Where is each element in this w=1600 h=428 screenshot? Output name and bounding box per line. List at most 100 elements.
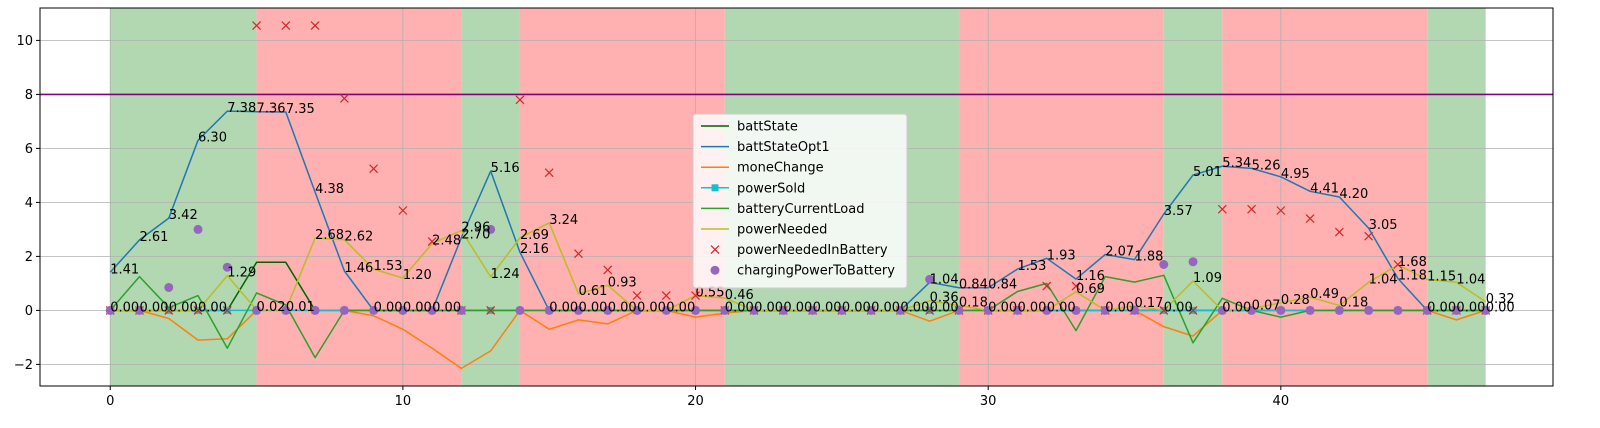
point-powerneededinbattery-8 [339,94,349,103]
region-7 [1222,8,1428,386]
y-tick-label-10: 10 [16,34,33,49]
point-chargingpowertobattery-13 [486,224,496,234]
legend-item-battstateopt1: battStateOpt1 [701,140,830,155]
data-label-80: 0.00 [1017,300,1046,315]
data-label-13: 0.84 [959,278,988,293]
y-tick-label--2: −2 [14,358,33,373]
point-chargingpowertobattery-29 [954,305,964,315]
point-chargingpowertobattery-5 [252,305,262,315]
data-label-14: 0.84 [988,278,1017,293]
point-powerneededinbattery-33 [1071,281,1081,291]
data-label-19: 1.88 [1135,250,1164,265]
data-label-34: 0.02 [257,300,286,315]
data-label-58: 1.04 [1369,272,1398,287]
point-chargingpowertobattery-42 [1334,305,1344,315]
data-label-65: 0.00 [432,300,461,315]
point-chargingpowertobattery-20 [691,305,701,315]
legend-label-batterycurrentload: batteryCurrentLoad [737,202,864,217]
data-label-37: 2.62 [344,230,373,245]
point-powerneededinbattery-6 [281,21,291,30]
point-chargingpowertobattery-39 [1247,305,1257,315]
region-layer [110,8,1486,386]
x-tick-label-40: 40 [1273,394,1290,409]
point-chargingpowertobattery-33 [1071,305,1081,315]
data-label-44: 3.24 [549,213,578,228]
data-label-43: 2.69 [520,228,549,243]
point-chargingpowertobattery-21 [720,305,730,315]
point-powerneededinbattery-18 [632,291,642,300]
point-chargingpowertobattery-10 [398,305,408,315]
point-powerneededinbattery-43 [1364,231,1374,241]
point-chargingpowertobattery-3 [193,224,203,234]
data-label-72: 0.00 [754,300,783,315]
point-chargingpowertobattery-12 [456,305,466,315]
y-tick-label-2: 2 [25,250,33,265]
data-label-35: 0.01 [286,300,315,315]
region-8 [1427,8,1486,386]
data-label-76: 0.00 [871,300,900,315]
legend: battState battStateOpt1 moneChange powerSol… [692,113,908,289]
y-tick-label-6: 6 [25,142,33,157]
x-tick-label-30: 30 [980,394,997,409]
legend-label-chargingpowertobattery: chargingPowerToBattery [737,264,895,279]
point-powerneededinbattery-16 [574,249,583,259]
region-2 [461,8,520,386]
data-label-42: 1.24 [491,267,520,282]
point-powerneededinbattery-7 [310,21,320,30]
data-label-25: 4.41 [1310,181,1339,196]
point-chargingpowertobattery-14 [515,305,525,315]
point-powerneededinbattery-28 [925,305,935,315]
data-label-10: 5.16 [491,161,520,176]
data-label-83: 0.00 [1164,300,1193,315]
series-chargingpowertobattery [105,224,1491,315]
data-label-5: 7.36 [257,102,286,117]
data-label-81: 0.00 [1047,300,1076,315]
data-label-74: 0.00 [813,300,842,315]
data-label-1: 2.61 [140,230,169,245]
data-label-84: 0.00 [1222,300,1251,315]
point-chargingpowertobattery-24 [808,305,818,315]
data-label-53: 1.09 [1193,271,1222,286]
point-chargingpowertobattery-6 [281,305,291,315]
legend-item-powerneeded: powerNeeded [701,223,827,238]
point-powerneededinbattery-4 [222,305,232,315]
data-label-71: 0.00 [725,300,754,315]
legend-item-monechange: moneChange [701,161,824,176]
x-tick-label-20: 20 [687,394,704,409]
data-label-32: 0.00 [198,300,227,315]
data-label-68: 0.00 [608,300,637,315]
data-label-55: 0.28 [1281,293,1310,308]
point-chargingpowertobattery-16 [573,305,583,315]
point-powerneededinbattery-44 [1393,260,1403,269]
data-label-49: 0.36 [930,291,959,306]
point-powerneededinbattery-17 [603,265,613,275]
point-chargingpowertobattery-35 [1130,305,1140,315]
data-label-70: 0.00 [666,300,695,315]
point-chargingpowertobattery-22 [749,305,759,315]
region-3 [519,8,725,386]
data-label-52: 0.17 [1135,296,1164,311]
region-6 [1163,8,1223,386]
region-1 [256,8,462,386]
data-label-69: 0.00 [637,300,666,315]
data-label-41: 2.96 [461,220,490,235]
point-powerneededinbattery-36 [1159,305,1169,315]
legend-label-monechange: moneChange [737,161,824,176]
data-label-40: 2.48 [432,233,461,248]
point-chargingpowertobattery-25 [837,305,847,315]
data-label-59: 1.68 [1398,255,1427,270]
data-label-6: 7.35 [286,102,315,117]
point-chargingpowertobattery-27 [895,305,905,315]
data-label-36: 2.68 [315,228,344,243]
data-label-57: 0.18 [1339,296,1368,311]
y-tick-label-0: 0 [25,304,33,319]
data-label-31: 0.00 [169,300,198,315]
point-chargingpowertobattery-18 [632,305,642,315]
data-label-30: 0.00 [140,300,169,315]
data-label-11: 2.16 [520,242,549,257]
data-label-85: 0.00 [1427,300,1456,315]
series-line-powerneeded [110,222,1487,312]
point-powerneededinbattery-38 [1217,204,1227,214]
data-label-18: 2.07 [1105,245,1134,260]
data-label-20: 3.57 [1164,204,1193,219]
